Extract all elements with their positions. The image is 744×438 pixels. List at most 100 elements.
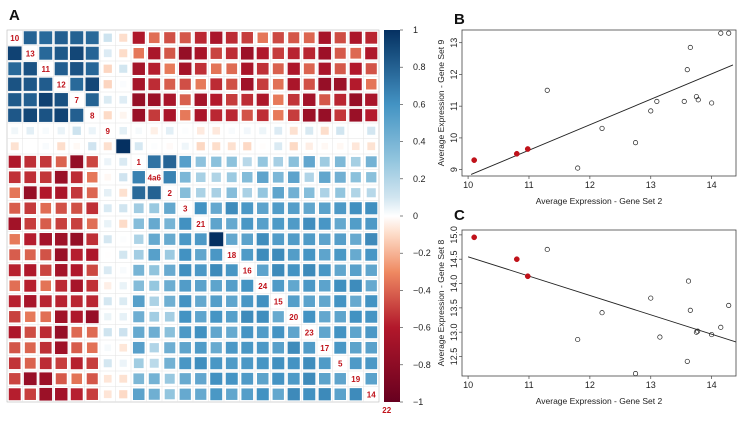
heatmap-cell xyxy=(10,142,19,151)
heatmap-cell xyxy=(256,248,269,261)
heatmap-cell xyxy=(179,171,191,183)
data-point xyxy=(575,336,581,343)
heatmap-cell xyxy=(226,187,237,198)
heatmap-cell xyxy=(334,218,346,230)
heatmap-cell xyxy=(318,388,331,401)
heatmap-cell xyxy=(318,357,331,370)
heatmap-cell xyxy=(226,78,238,90)
heatmap-cell xyxy=(349,202,362,215)
heatmap-cell xyxy=(212,142,221,151)
heatmap-cell xyxy=(319,249,331,261)
heatmap-cell xyxy=(211,188,221,198)
scatter-plot-c: 10 11 12 13 1412.513.013.514.014.515.0Averag… xyxy=(436,226,737,406)
heatmap-cell xyxy=(39,387,53,401)
heatmap-cell xyxy=(272,279,285,292)
colorbar-tick-label: 0.8 xyxy=(413,62,426,72)
heatmap-cell xyxy=(287,202,300,215)
heatmap-cell xyxy=(24,249,36,261)
heatmap-cell xyxy=(103,266,112,275)
heatmap-cell xyxy=(55,202,67,214)
heatmap-cell xyxy=(257,264,269,276)
heatmap-cell xyxy=(164,295,176,307)
heatmap-cell xyxy=(147,155,161,169)
heatmap-cell xyxy=(72,126,81,135)
heatmap-cell xyxy=(179,388,191,400)
heatmap-cell xyxy=(119,95,128,104)
heatmap-cell xyxy=(164,218,176,230)
heatmap-cell xyxy=(225,341,238,354)
heatmap-cell xyxy=(149,203,160,214)
heatmap-cell xyxy=(103,359,112,368)
heatmap-cell xyxy=(24,279,37,292)
heatmap-cell xyxy=(133,203,144,214)
heatmap-cell xyxy=(241,171,253,183)
heatmap-cell xyxy=(194,47,207,60)
y-tick-label: 11 xyxy=(449,102,459,111)
heatmap-cell xyxy=(24,342,36,354)
heatmap-cell xyxy=(210,31,223,44)
diagonal-label: 13 xyxy=(26,49,35,58)
heatmap-cell xyxy=(303,388,316,401)
heatmap-cell xyxy=(243,127,251,135)
heatmap-cell xyxy=(132,31,145,44)
heatmap-cell xyxy=(164,373,175,384)
heatmap-cell xyxy=(39,77,53,91)
heatmap-cell xyxy=(39,341,52,354)
heatmap-cell xyxy=(164,63,175,74)
heatmap-cell xyxy=(257,373,269,385)
heatmap-cell xyxy=(179,155,192,168)
heatmap-cell xyxy=(40,264,52,276)
heatmap-cell xyxy=(120,236,127,243)
heatmap-cell xyxy=(210,372,223,385)
heatmap-cell xyxy=(103,95,112,104)
heatmap-cell xyxy=(272,311,284,323)
heatmap-cell xyxy=(303,372,316,385)
heatmap-cell xyxy=(86,264,98,276)
heatmap-cell xyxy=(179,310,192,323)
data-point xyxy=(632,371,639,377)
heatmap-cell xyxy=(38,92,53,107)
heatmap-cell xyxy=(366,188,376,198)
heatmap-cell xyxy=(210,63,222,75)
heatmap-cell xyxy=(225,31,238,44)
colorbar-tick-label: 1 xyxy=(413,25,418,35)
heatmap-cell xyxy=(119,204,128,213)
data-point xyxy=(544,87,550,93)
heatmap-cell xyxy=(70,357,83,370)
heatmap-cell xyxy=(349,217,362,230)
y-axis-title: Average Expression - Gene Set 9 xyxy=(436,39,446,166)
heatmap-cell xyxy=(104,173,112,181)
heatmap-cell xyxy=(86,326,98,338)
heatmap-cell xyxy=(119,127,127,135)
heatmap-cell xyxy=(365,31,378,44)
heatmap-cell xyxy=(55,156,67,168)
heatmap-cell xyxy=(132,78,145,91)
heatmap-cell xyxy=(164,78,176,90)
heatmap-cell xyxy=(365,373,377,385)
heatmap-cell xyxy=(54,232,68,246)
heatmap-cell xyxy=(69,46,84,61)
heatmap-cell xyxy=(272,341,285,354)
data-point xyxy=(709,332,715,338)
heatmap-cell xyxy=(195,249,207,261)
heatmap-cell xyxy=(240,77,254,91)
heatmap-cell xyxy=(319,233,331,245)
heatmap-cell xyxy=(149,265,160,276)
heatmap-cell xyxy=(39,46,53,60)
heatmap-cell xyxy=(55,357,67,369)
heatmap-cell xyxy=(119,328,128,337)
heatmap-cell xyxy=(179,78,191,90)
heatmap-cell xyxy=(119,390,128,399)
heatmap-cell xyxy=(304,172,314,182)
heatmap-cell xyxy=(119,282,127,290)
heatmap-cell xyxy=(273,110,284,121)
heatmap-cell xyxy=(54,46,68,60)
heatmap-cell xyxy=(210,280,222,292)
highlighted-data-point xyxy=(524,273,531,280)
heatmap-cell xyxy=(319,156,330,167)
heatmap-cell xyxy=(148,373,160,385)
heatmap-cell xyxy=(195,311,207,323)
heatmap-cell xyxy=(70,388,83,401)
data-point xyxy=(693,329,699,335)
heatmap-cell xyxy=(210,218,222,230)
